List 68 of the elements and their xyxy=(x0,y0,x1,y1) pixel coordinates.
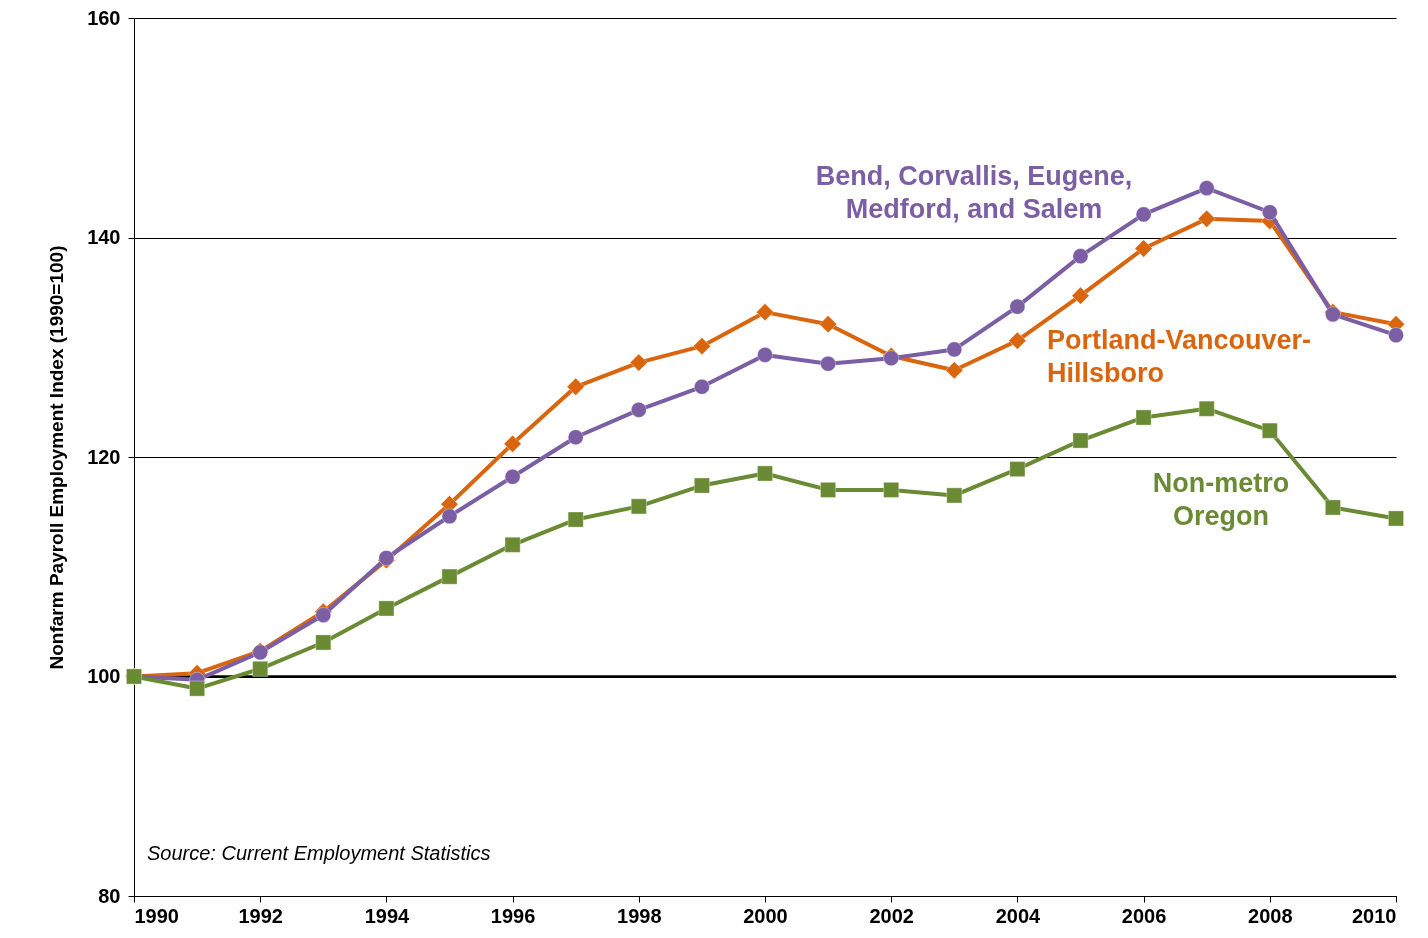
y-tick-label: 120 xyxy=(87,445,121,468)
point xyxy=(566,377,585,396)
point xyxy=(692,337,711,356)
point xyxy=(820,355,836,372)
point xyxy=(819,315,838,334)
point xyxy=(757,465,773,482)
y-tick-label: 100 xyxy=(87,665,121,687)
series-label: Bend, Corvallis, Eugene, Medford, and Salem xyxy=(815,161,1133,224)
point xyxy=(315,634,332,651)
y-tick-label: 160 xyxy=(87,6,121,29)
point xyxy=(567,429,584,446)
annotation: Source: Current Employment Statistics xyxy=(147,842,491,864)
y-tick-label: 140 xyxy=(87,226,121,248)
point xyxy=(1072,432,1089,449)
x-tick-label: 2000 xyxy=(743,904,788,927)
point xyxy=(504,468,521,485)
x-tick-label: 2002 xyxy=(869,904,914,927)
point xyxy=(630,401,647,418)
x-tick-label: 1998 xyxy=(617,904,662,927)
point xyxy=(757,347,773,363)
point xyxy=(756,303,774,322)
point xyxy=(567,511,584,528)
point xyxy=(1009,461,1026,477)
point xyxy=(189,680,205,697)
point xyxy=(315,607,332,623)
point xyxy=(630,498,647,515)
series-label: Non-metro Oregon xyxy=(1152,468,1290,531)
point xyxy=(1071,286,1090,305)
point xyxy=(1008,331,1027,350)
point xyxy=(441,568,458,585)
point xyxy=(1072,248,1089,265)
point xyxy=(694,477,710,494)
point xyxy=(1009,298,1026,315)
point xyxy=(252,660,269,677)
point xyxy=(1135,409,1152,426)
point xyxy=(1388,510,1404,527)
x-tick-label: 2010 xyxy=(1352,904,1397,927)
series-label: Portland-Vancouver-Hillsboro xyxy=(1047,325,1312,388)
point xyxy=(504,536,521,553)
x-tick-label: 2004 xyxy=(995,904,1042,927)
point xyxy=(883,482,900,498)
x-tick-label: 1992 xyxy=(238,904,283,927)
point xyxy=(694,378,710,395)
point xyxy=(629,353,648,372)
point xyxy=(1261,204,1278,221)
point xyxy=(946,487,963,504)
point xyxy=(1135,206,1152,223)
point xyxy=(820,482,836,498)
x-tick-label: 1996 xyxy=(490,904,536,927)
point xyxy=(503,434,522,453)
point xyxy=(441,508,458,525)
point xyxy=(1134,239,1153,258)
y-axis-title: Nonfarm Payroll Employment Index (1990=100) xyxy=(46,245,68,670)
point xyxy=(1198,180,1215,196)
x-tick-label: 2008 xyxy=(1248,904,1293,927)
y-tick-label: 80 xyxy=(98,884,121,907)
point xyxy=(378,550,395,566)
x-tick-label: 1990 xyxy=(134,904,179,927)
point xyxy=(1261,422,1278,439)
point xyxy=(1197,209,1216,228)
x-tick-label: 2006 xyxy=(1121,904,1167,927)
point xyxy=(946,341,963,358)
point xyxy=(1325,499,1341,516)
point xyxy=(945,361,964,380)
point xyxy=(378,600,395,617)
point xyxy=(1198,400,1215,417)
point xyxy=(1388,327,1404,344)
x-tick-label: 1994 xyxy=(364,904,411,927)
